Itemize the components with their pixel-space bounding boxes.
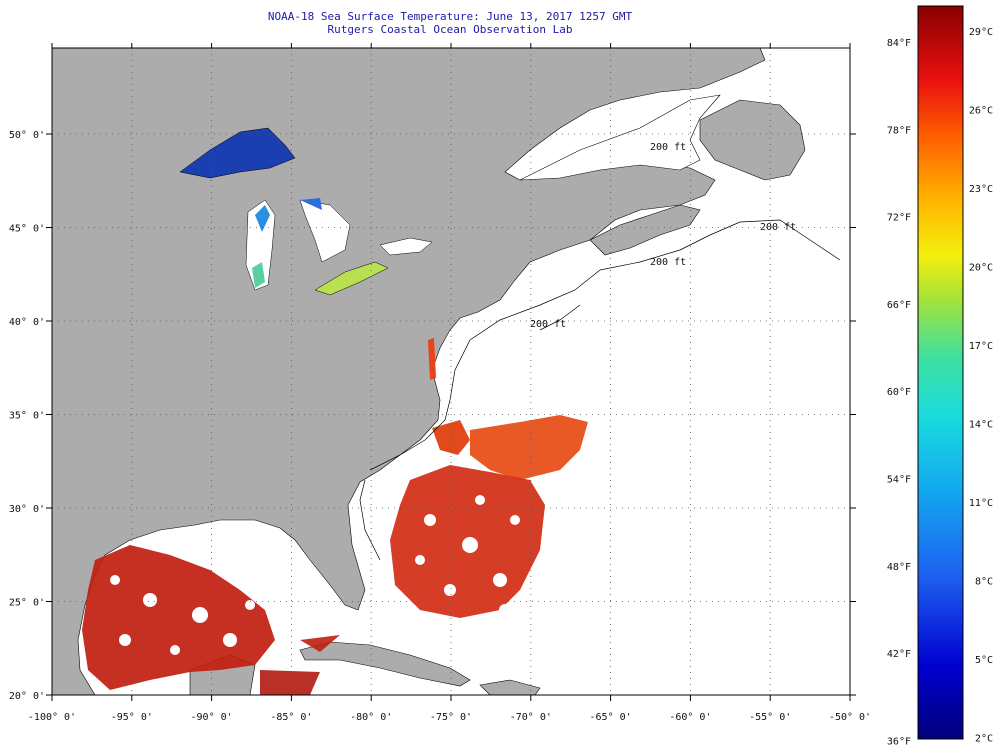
colorbar-c-label: 20°C [969, 263, 993, 274]
map-subtitle: Rutgers Coastal Ocean Observation Lab [327, 23, 573, 36]
land-hispaniola [479, 679, 541, 695]
map-title: NOAA-18 Sea Surface Temperature: June 13… [267, 10, 633, 23]
colorbar [917, 5, 964, 740]
colorbar-celsius-labels: 29°C 26°C 23°C 20°C 17°C 14°C 11°C 8°C 5°C 2°C [969, 27, 993, 745]
colorbar-f-label: 54°F [887, 475, 911, 486]
longitude-label: -60° 0' [669, 712, 711, 723]
latitude-label: 45° 0' [9, 224, 45, 235]
longitude-label: -50° 0' [829, 712, 871, 723]
longitude-axis-labels: -100° 0' -95° 0' -90° 0' -85° 0' -80° 0' -75°… [28, 712, 871, 723]
sst-gulf-stream-warm [470, 415, 588, 480]
latitude-label: 50° 0' [9, 130, 45, 141]
colorbar-c-label: 14°C [969, 420, 993, 431]
latitude-label: 35° 0' [9, 411, 45, 422]
latitude-label: 30° 0' [9, 504, 45, 515]
colorbar-f-label: 66°F [887, 300, 911, 311]
colorbar-f-label: 72°F [887, 213, 911, 224]
isobath-label: 200 ft [760, 222, 796, 233]
longitude-label: -65° 0' [590, 712, 632, 723]
colorbar-c-label: 26°C [969, 106, 993, 117]
longitude-label: -75° 0' [430, 712, 472, 723]
colorbar-c-label: 11°C [969, 498, 993, 509]
latitude-label: 20° 0' [9, 691, 45, 702]
lake-erie [314, 261, 389, 296]
land-cuba [299, 641, 471, 687]
longitude-label: -100° 0' [28, 712, 76, 723]
colorbar-f-label: 48°F [887, 562, 911, 573]
colorbar-c-label: 23°C [969, 184, 993, 195]
land-nova-scotia [589, 204, 701, 256]
colorbar-c-label: 29°C [969, 27, 993, 38]
colorbar-fahrenheit-labels: 84°F 78°F 72°F 66°F 60°F 54°F 48°F 42°F 36°F [887, 38, 911, 747]
lake-huron [299, 199, 351, 263]
isobath-lines [359, 219, 841, 561]
colorbar-c-label: 8°C [975, 577, 993, 588]
latitude-axis-labels: 20° 0' 25° 0' 30° 0' 35° 0' 40° 0' 45° 0' 50° … [9, 130, 45, 702]
colorbar-c-label: 17°C [969, 341, 993, 352]
colorbar-f-label: 42°F [887, 649, 911, 660]
colorbar-c-label: 2°C [975, 734, 993, 745]
longitude-label: -90° 0' [191, 712, 233, 723]
lake-ontario [379, 237, 433, 256]
lake-superior [179, 127, 296, 179]
colorbar-f-label: 60°F [887, 387, 911, 398]
isobath-label: 200 ft [530, 319, 566, 330]
colorbar-f-label: 78°F [887, 125, 911, 136]
sst-gulf-of-mexico-warm [82, 545, 275, 690]
latitude-label: 40° 0' [9, 317, 45, 328]
longitude-label: -70° 0' [510, 712, 552, 723]
colorbar-f-label: 84°F [887, 38, 911, 49]
land-newfoundland [699, 99, 806, 181]
latitude-label: 25° 0' [9, 598, 45, 609]
longitude-label: -80° 0' [350, 712, 392, 723]
longitude-label: -55° 0' [749, 712, 791, 723]
isobath-label: 200 ft [650, 257, 686, 268]
map-grid [52, 48, 850, 695]
colorbar-f-label: 36°F [887, 736, 911, 747]
longitude-label: -85° 0' [270, 712, 312, 723]
isobath-label: 200 ft [650, 142, 686, 153]
land-north-america [52, 48, 766, 695]
colorbar-c-label: 5°C [975, 655, 993, 666]
longitude-label: -95° 0' [111, 712, 153, 723]
